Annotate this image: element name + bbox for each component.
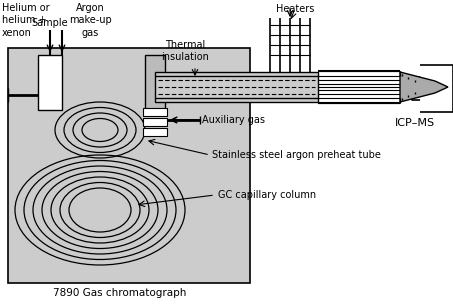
Bar — [155, 72, 318, 102]
Bar — [145, 55, 165, 115]
Text: Heaters: Heaters — [276, 4, 314, 14]
Text: Sample: Sample — [32, 18, 68, 28]
Text: Argon
make-up
gas: Argon make-up gas — [68, 3, 111, 38]
Bar — [143, 118, 167, 126]
Polygon shape — [400, 72, 448, 102]
Text: Helium or
helium +
xenon: Helium or helium + xenon — [2, 3, 50, 38]
Bar — [38, 55, 62, 110]
Text: Stainless steel argon preheat tube: Stainless steel argon preheat tube — [212, 150, 381, 160]
Text: Auxiliary gas: Auxiliary gas — [202, 115, 265, 125]
Text: Thermal
insulation: Thermal insulation — [161, 39, 209, 62]
Bar — [143, 108, 167, 116]
Text: GC capillary column: GC capillary column — [218, 190, 316, 200]
Text: 7890 Gas chromatograph: 7890 Gas chromatograph — [53, 288, 187, 298]
Bar — [8, 48, 250, 283]
Bar — [143, 128, 167, 136]
Text: ICP–MS: ICP–MS — [395, 118, 435, 128]
